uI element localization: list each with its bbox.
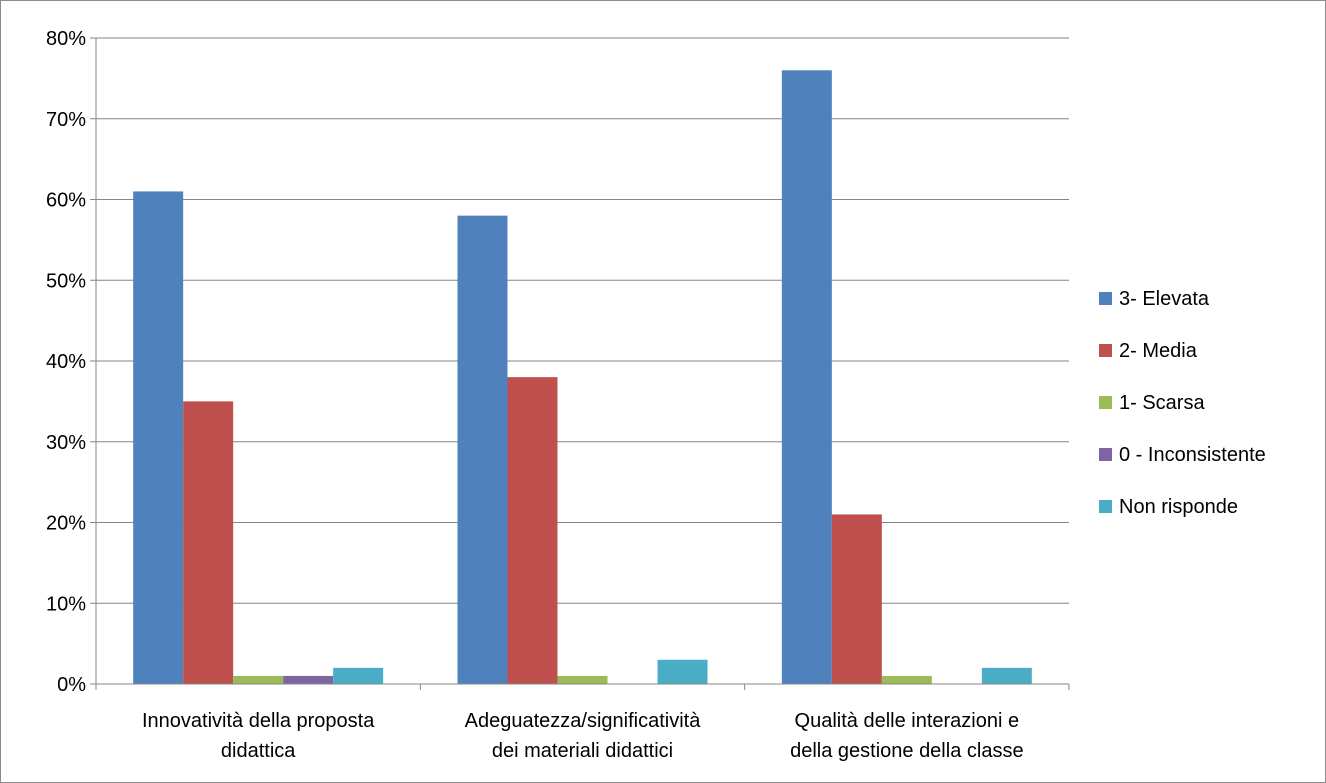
bar <box>831 514 882 684</box>
legend-swatch <box>1099 292 1112 305</box>
bars <box>133 70 1032 685</box>
y-tick-label: 50% <box>46 270 86 292</box>
legend-label: 0 - Inconsistente <box>1119 444 1266 466</box>
legend-label: 2- Media <box>1119 340 1198 362</box>
x-tick-label: dei materiali didattici <box>492 740 673 762</box>
bar <box>881 675 932 684</box>
legend-swatch <box>1099 344 1112 357</box>
legend-label: 1- Scarsa <box>1119 392 1205 414</box>
legend-label: Non risponde <box>1119 496 1238 518</box>
x-tick-label: didattica <box>221 740 296 762</box>
y-tick-label: 70% <box>46 109 86 131</box>
bar <box>457 215 508 684</box>
bar <box>183 401 234 684</box>
legend-label: 3- Elevata <box>1119 288 1210 310</box>
y-tick-label: 20% <box>46 513 86 535</box>
x-tick-label: Adeguatezza/significatività <box>465 710 702 732</box>
y-tick-label: 80% <box>46 28 86 50</box>
bar <box>233 675 284 684</box>
gridlines <box>96 37 1069 604</box>
legend-swatch <box>1099 396 1112 409</box>
bar <box>657 659 708 684</box>
y-tick-label: 0% <box>57 674 86 696</box>
bar <box>133 191 184 685</box>
bar <box>781 70 832 685</box>
bar <box>557 675 608 684</box>
y-tick-label: 60% <box>46 190 86 212</box>
y-tick-label: 10% <box>46 593 86 615</box>
bar <box>981 667 1032 684</box>
x-tick-label: Qualità delle interazioni e <box>795 710 1020 732</box>
bar <box>507 377 558 684</box>
legend: 3- Elevata 2- Media 1- Scarsa 0 - Inconsist… <box>1099 288 1266 518</box>
y-tick-label: 30% <box>46 432 86 454</box>
x-tick-label: della gestione della classe <box>790 740 1024 762</box>
bar <box>283 675 334 684</box>
legend-swatch <box>1099 500 1112 513</box>
axes <box>95 38 1070 690</box>
bar <box>333 667 384 684</box>
legend-swatch <box>1099 448 1112 461</box>
y-tick-label: 40% <box>46 351 86 373</box>
y-axis-ticks: 0% 10% 20% 30% 40% 50% 60% 70% 80% <box>46 28 96 696</box>
x-axis-labels: Innovatività della proposta didattica Adeg… <box>142 710 1024 762</box>
x-tick-label: Innovatività della proposta <box>142 710 375 732</box>
